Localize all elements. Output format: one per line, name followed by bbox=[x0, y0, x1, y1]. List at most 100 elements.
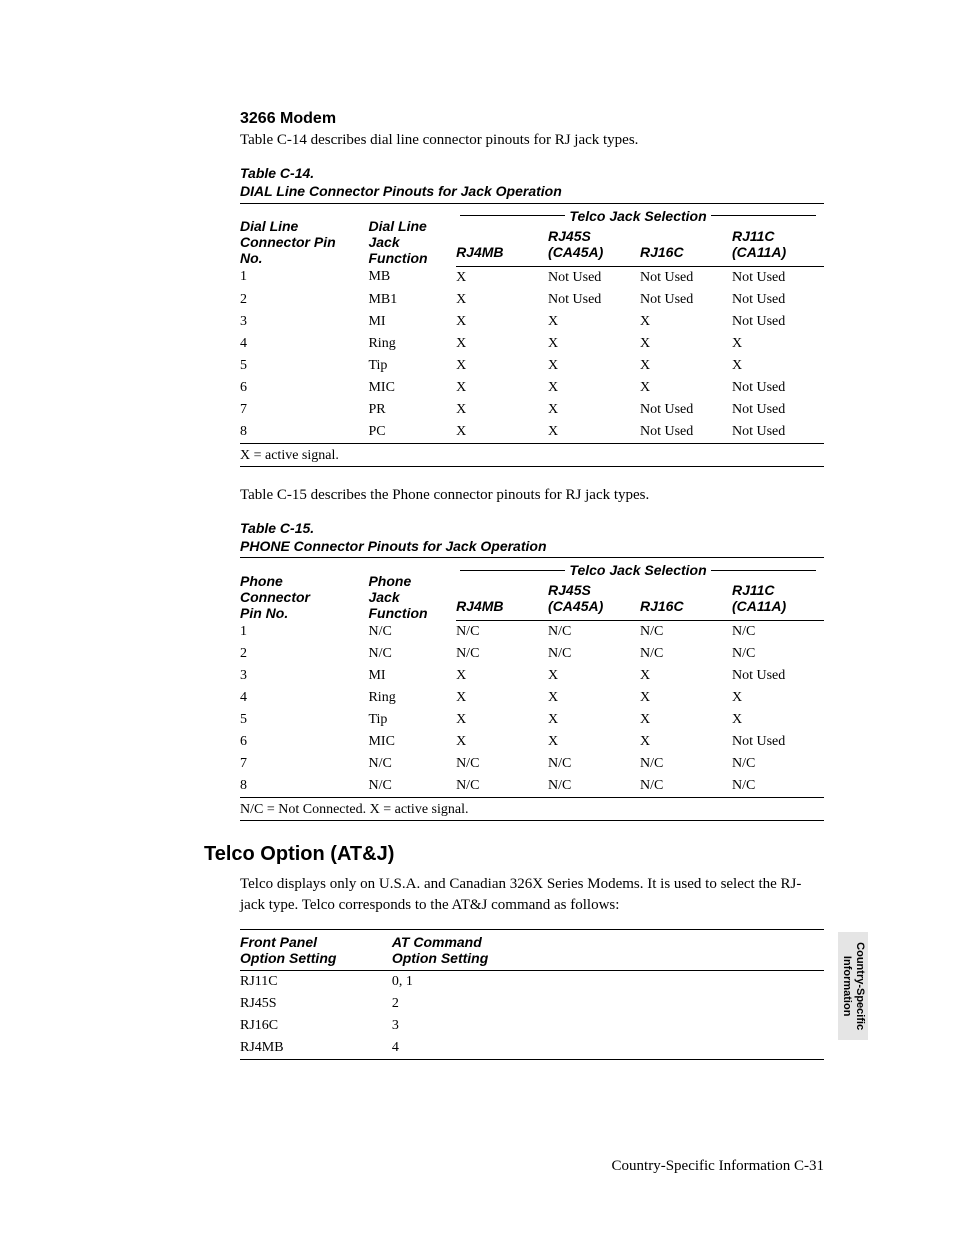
t14-h-c1: RJ4MB bbox=[456, 244, 503, 260]
t15-spanner: Telco Jack Selection bbox=[569, 562, 706, 578]
table-row: 6MICXXXNot Used bbox=[240, 377, 824, 399]
table-cell: X bbox=[548, 333, 640, 355]
table-cell: X bbox=[456, 377, 548, 399]
t14-footnote: X = active signal. bbox=[240, 443, 824, 466]
table-cell: Not Used bbox=[732, 399, 824, 421]
table-cell: X bbox=[732, 687, 824, 709]
t15-h-func-l1: Phone bbox=[368, 573, 411, 589]
table-cell: X bbox=[456, 355, 548, 377]
table-row: 3MIXXXNot Used bbox=[240, 665, 824, 687]
table-cell: MB bbox=[368, 266, 456, 289]
t15-h-c2-l1: RJ45S bbox=[548, 582, 591, 598]
table-row: 7PRXXNot UsedNot Used bbox=[240, 399, 824, 421]
t15-h-pin-l2: Connector bbox=[240, 589, 310, 605]
table-cell: Not Used bbox=[732, 311, 824, 333]
table-cell: X bbox=[456, 665, 548, 687]
table-cell: 2 bbox=[240, 289, 368, 311]
table-cell: N/C bbox=[548, 775, 640, 798]
table-14-caption-line2: DIAL Line Connector Pinouts for Jack Ope… bbox=[240, 183, 562, 199]
telco-option-table: Front Panel Option Setting AT Command Op… bbox=[240, 929, 824, 1060]
table-cell: Ring bbox=[368, 333, 456, 355]
table-cell: 1 bbox=[240, 621, 368, 644]
table-cell: N/C bbox=[456, 643, 548, 665]
t14-h-c2-l1: RJ45S bbox=[548, 228, 591, 244]
table-cell: N/C bbox=[732, 643, 824, 665]
table-cell: N/C bbox=[640, 643, 732, 665]
table-row: 8N/CN/CN/CN/CN/C bbox=[240, 775, 824, 798]
opt-h2-l2: Option Setting bbox=[392, 950, 488, 966]
table-cell: X bbox=[456, 709, 548, 731]
page-footer: Country-Specific Information C-31 bbox=[612, 1158, 824, 1175]
table-cell: Ring bbox=[368, 687, 456, 709]
table-row: 5TipXXXX bbox=[240, 355, 824, 377]
table-cell: 4 bbox=[240, 687, 368, 709]
t15-h-c4-l1: RJ11C bbox=[732, 582, 775, 598]
table-cell: X bbox=[548, 311, 640, 333]
table-cell: X bbox=[456, 421, 548, 444]
table-cell: X bbox=[640, 377, 732, 399]
table-row: 2MB1XNot UsedNot UsedNot Used bbox=[240, 289, 824, 311]
table-cell: Not Used bbox=[732, 289, 824, 311]
intro-text-15: Table C-15 describes the Phone connector… bbox=[240, 485, 824, 505]
side-tab-line2: Information bbox=[841, 956, 853, 1017]
table-cell: 4 bbox=[240, 333, 368, 355]
side-tab: Country-Specific Information bbox=[838, 932, 868, 1040]
table-cell: N/C bbox=[456, 621, 548, 644]
table-cell: 5 bbox=[240, 355, 368, 377]
table-cell: N/C bbox=[456, 753, 548, 775]
t15-h-func-l2: Jack bbox=[368, 589, 399, 605]
table-cell: X bbox=[640, 687, 732, 709]
table-cell: Not Used bbox=[548, 289, 640, 311]
t14-h-c3: RJ16C bbox=[640, 244, 684, 260]
table-cell: 7 bbox=[240, 399, 368, 421]
table-cell: Not Used bbox=[732, 665, 824, 687]
table-cell: MI bbox=[368, 665, 456, 687]
table-cell: RJ4MB bbox=[240, 1037, 392, 1060]
table-cell: X bbox=[456, 289, 548, 311]
table-cell: N/C bbox=[640, 775, 732, 798]
table-cell: Not Used bbox=[640, 421, 732, 444]
table-cell: 0, 1 bbox=[392, 970, 824, 993]
table-cell: 5 bbox=[240, 709, 368, 731]
table-row: 3MIXXXNot Used bbox=[240, 311, 824, 333]
table-cell: 3 bbox=[240, 665, 368, 687]
table-cell: X bbox=[548, 731, 640, 753]
table-15-caption-line2: PHONE Connector Pinouts for Jack Operati… bbox=[240, 538, 547, 554]
t14-h-func-l1: Dial Line bbox=[368, 218, 426, 234]
table-cell: N/C bbox=[368, 775, 456, 798]
table-cell: X bbox=[456, 731, 548, 753]
table-cell: X bbox=[732, 333, 824, 355]
table-cell: N/C bbox=[548, 643, 640, 665]
t14-h-func-l3: Function bbox=[368, 250, 427, 266]
table-cell: X bbox=[548, 377, 640, 399]
table-cell: Not Used bbox=[548, 266, 640, 289]
table-cell: MI bbox=[368, 311, 456, 333]
table-cell: MIC bbox=[368, 731, 456, 753]
table-cell: 3 bbox=[392, 1015, 824, 1037]
table-cell: N/C bbox=[732, 621, 824, 644]
table-cell: 1 bbox=[240, 266, 368, 289]
table-row: 1N/CN/CN/CN/CN/C bbox=[240, 621, 824, 644]
side-tab-line1: Country-Specific bbox=[854, 942, 866, 1030]
table-cell: 2 bbox=[392, 993, 824, 1015]
table-cell: MIC bbox=[368, 377, 456, 399]
table-cell: X bbox=[548, 421, 640, 444]
t14-h-pin-l3: No. bbox=[240, 250, 263, 266]
table-cell: Not Used bbox=[732, 731, 824, 753]
table-cell: 4 bbox=[392, 1037, 824, 1060]
telco-para: Telco displays only on U.S.A. and Canadi… bbox=[240, 874, 824, 915]
t14-h-c4-l1: RJ11C bbox=[732, 228, 775, 244]
t14-h-func-l2: Jack bbox=[368, 234, 399, 250]
table-cell: 6 bbox=[240, 377, 368, 399]
table-cell: X bbox=[456, 333, 548, 355]
table-cell: Not Used bbox=[640, 399, 732, 421]
table-row: RJ4MB4 bbox=[240, 1037, 824, 1060]
table-row: 4RingXXXX bbox=[240, 333, 824, 355]
table-14-caption: Table C-14. DIAL Line Connector Pinouts … bbox=[240, 164, 824, 200]
table-cell: N/C bbox=[732, 775, 824, 798]
table-cell: Tip bbox=[368, 355, 456, 377]
table-row: RJ45S2 bbox=[240, 993, 824, 1015]
table-row: 5TipXXXX bbox=[240, 709, 824, 731]
table-14: Dial Line Connector Pin No. Dial Line Ja… bbox=[240, 203, 824, 467]
table-cell: Not Used bbox=[640, 289, 732, 311]
